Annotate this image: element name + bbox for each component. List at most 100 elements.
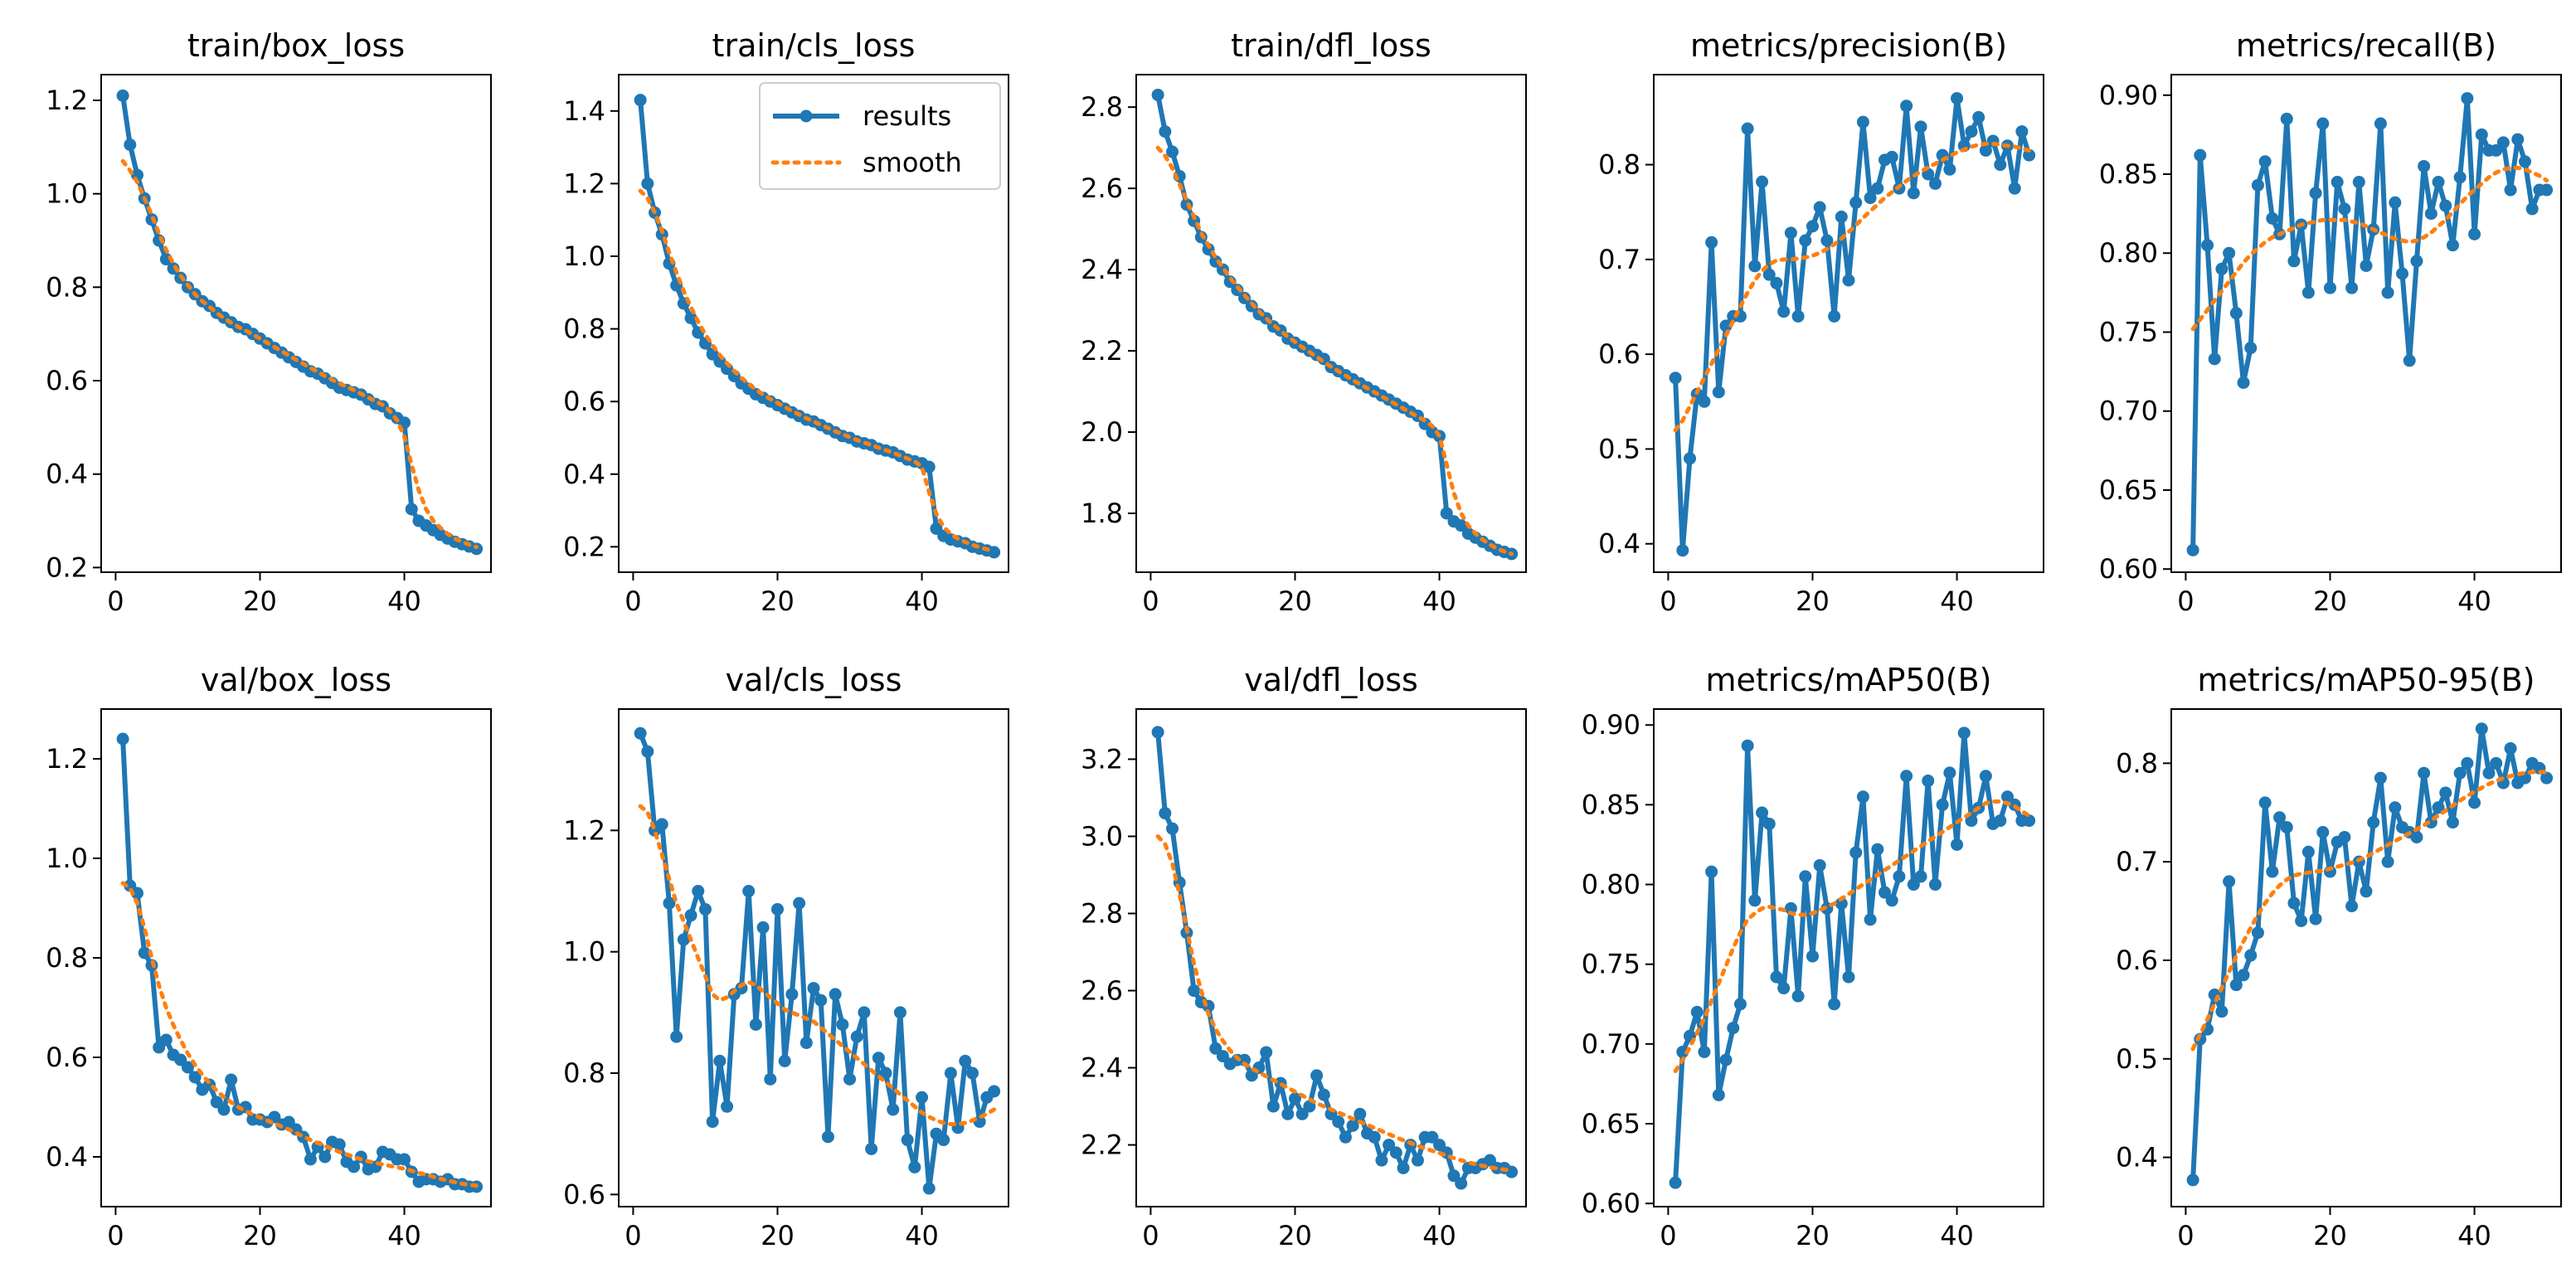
series-smooth-line — [1673, 799, 2032, 1073]
results-point — [1864, 192, 1877, 205]
results-point — [1965, 125, 1978, 138]
plot-area — [116, 732, 484, 1193]
axes-frame — [1653, 708, 2044, 1207]
results-point — [2453, 766, 2467, 780]
results-point — [1389, 1146, 1402, 1159]
x-tick-label: 40 — [905, 1220, 939, 1251]
y-tick-label: 0.70 — [2099, 396, 2158, 427]
results-point — [1712, 386, 1725, 399]
results-point — [1957, 726, 1971, 740]
results-point — [2244, 342, 2258, 355]
results-point — [1928, 177, 1942, 190]
results-point — [2251, 178, 2264, 192]
y-tick-label: 2.8 — [1081, 91, 1123, 123]
y-tick-label: 0.4 — [2116, 1142, 2158, 1173]
y-tick-label: 1.0 — [46, 178, 88, 210]
chart-title: metrics/precision(B) — [1690, 27, 2007, 64]
results-point — [1354, 1107, 1367, 1120]
results-point — [2215, 262, 2228, 275]
y-tick-label: 1.2 — [563, 814, 605, 846]
results-point — [1928, 878, 1942, 891]
axes-frame — [100, 708, 492, 1207]
results-point — [1727, 1022, 1740, 1035]
results-point — [836, 1018, 849, 1031]
results-point — [2345, 281, 2359, 294]
results-point — [1310, 1069, 1324, 1082]
x-tick-label: 40 — [1422, 1220, 1456, 1251]
results-point — [1733, 998, 1747, 1011]
chart-title: train/cls_loss — [712, 27, 916, 64]
results-point — [1777, 982, 1791, 995]
results-point — [2374, 771, 2387, 785]
results-point — [1900, 770, 1913, 783]
results-point — [2381, 855, 2394, 868]
x-tick-label: 20 — [243, 585, 277, 617]
y-tick-label: 0.6 — [2116, 945, 2158, 976]
results-point — [1698, 395, 1711, 408]
results-point — [2475, 722, 2488, 736]
results-point — [2201, 239, 2214, 252]
y-tick-label: 0.4 — [46, 459, 88, 490]
legend-results-label: results — [863, 100, 951, 132]
results-point — [988, 546, 1001, 559]
results-point — [217, 1103, 231, 1116]
x-tick-label: 0 — [1660, 1220, 1676, 1251]
results-point — [908, 1160, 921, 1173]
results-point — [1835, 897, 1848, 911]
results-point — [663, 896, 676, 910]
y-tick-label: 1.4 — [563, 95, 605, 127]
results-point — [2023, 148, 2036, 162]
results-point — [2309, 187, 2322, 200]
results-point — [778, 1054, 791, 1067]
results-point — [1455, 1177, 1468, 1190]
results-point — [2244, 949, 2258, 962]
results-point — [2223, 246, 2236, 260]
results-point — [1411, 1154, 1424, 1167]
axes-frame — [618, 74, 1009, 573]
results-point — [138, 946, 151, 960]
x-tick-label: 0 — [1660, 585, 1676, 617]
results-point — [1856, 115, 1869, 129]
y-tick-label: 2.2 — [1081, 335, 1123, 367]
axes-frame — [1135, 708, 1527, 1207]
chart-title: train/box_loss — [187, 27, 405, 64]
chart-metrics-precision-b: metrics/precision(B) 0.4 0.5 0.6 0.7 0.8 0 20 40 — [1598, 27, 2044, 617]
results-point — [2410, 830, 2423, 843]
results-point — [2389, 801, 2402, 814]
results-point — [641, 745, 654, 758]
results-point — [1260, 1046, 1273, 1059]
results-point — [937, 1134, 950, 1147]
results-point — [2352, 176, 2365, 189]
results-point — [2518, 155, 2531, 168]
results-point — [2301, 286, 2315, 299]
results-point — [2439, 786, 2452, 799]
results-point — [2468, 227, 2481, 240]
y-tick-label: 0.90 — [2099, 80, 2158, 111]
results-point — [1375, 1154, 1388, 1167]
y-tick-label: 0.5 — [2116, 1043, 2158, 1075]
x-tick-label: 20 — [243, 1220, 277, 1251]
results-point — [793, 896, 806, 910]
y-tick-label: 0.65 — [2099, 474, 2158, 506]
plot-area — [116, 89, 484, 556]
results-point — [1951, 92, 1964, 105]
y-tick-label: 2.4 — [1081, 1052, 1123, 1084]
results-point — [2316, 826, 2330, 839]
results-point — [2301, 845, 2315, 858]
series-results-line — [1155, 94, 1513, 556]
y-tick-label: 0.80 — [2099, 237, 2158, 269]
results-point — [1813, 858, 1826, 872]
results-point — [131, 887, 144, 900]
y-tick-label: 3.2 — [1081, 743, 1123, 775]
results-point — [1188, 984, 1201, 998]
x-tick-label: 20 — [761, 585, 795, 617]
results-point — [2266, 865, 2279, 878]
chart-title: train/dfl_loss — [1231, 27, 1431, 64]
results-point — [1368, 1130, 1381, 1144]
y-tick-label: 0.5 — [1598, 433, 1640, 464]
results-point — [2186, 1173, 2199, 1187]
x-tick-label: 40 — [387, 1220, 421, 1251]
results-point — [1505, 1165, 1519, 1178]
results-point — [1698, 1045, 1711, 1058]
